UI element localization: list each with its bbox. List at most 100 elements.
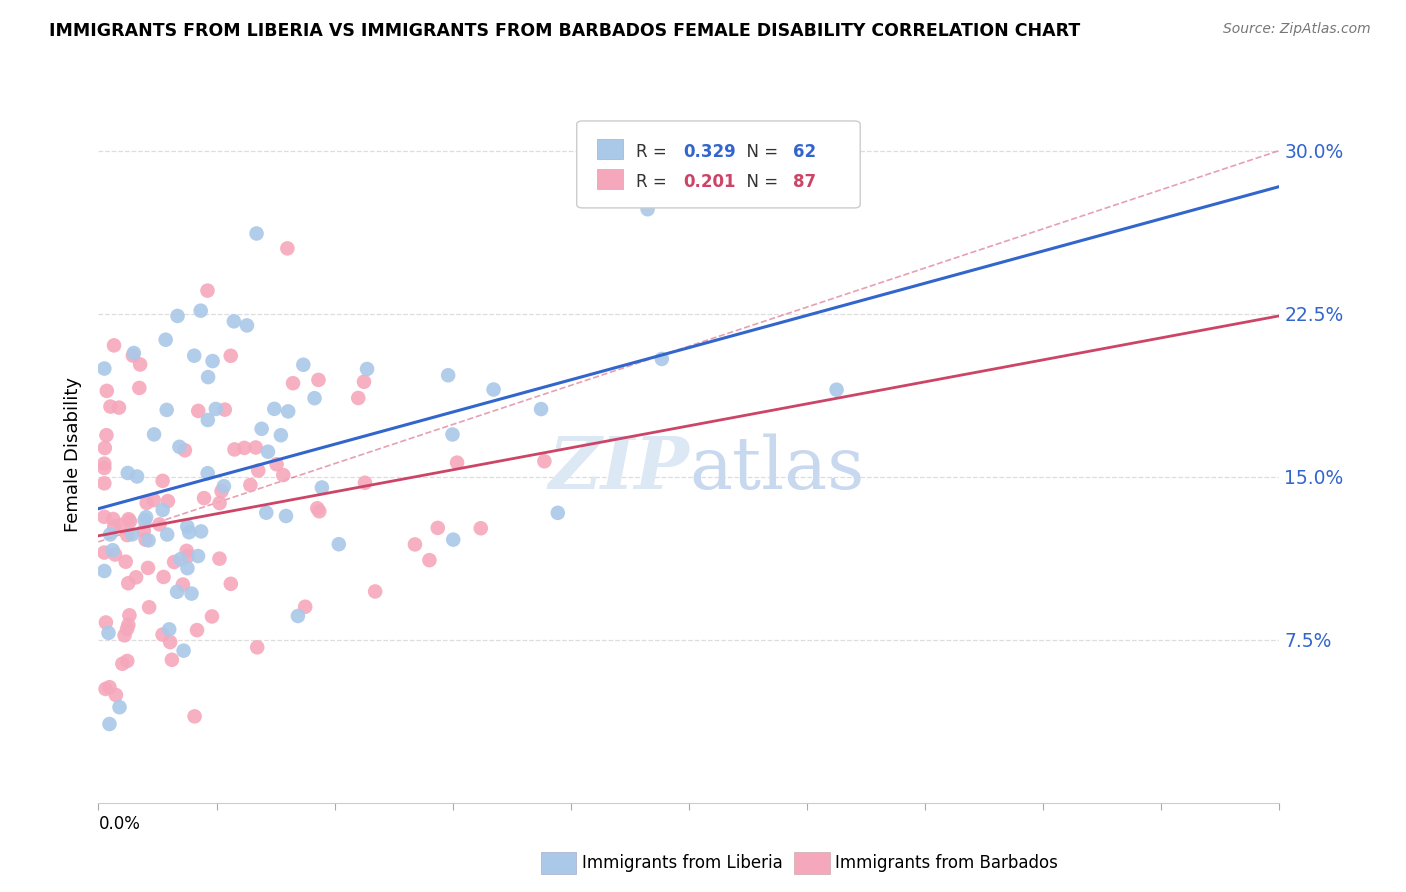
Point (239, 478, 262, 492)
Text: IMMIGRANTS FROM LIBERIA VS IMMIGRANTS FROM BARBADOS FEMALE DISABILITY CORRELATIO: IMMIGRANTS FROM LIBERIA VS IMMIGRANTS FR… (49, 22, 1080, 40)
Point (187, 549, 209, 563)
Point (163, 555, 186, 569)
Text: R =: R = (636, 144, 672, 161)
Point (271, 468, 294, 483)
Point (98, 717, 121, 731)
Point (204, 401, 226, 416)
Point (136, 561, 159, 575)
Point (307, 501, 329, 516)
Point (122, 349, 145, 363)
Point (197, 467, 219, 481)
Point (276, 241, 298, 255)
Point (97, 626, 120, 640)
Point (183, 349, 205, 363)
Point (263, 401, 285, 416)
Point (117, 466, 139, 480)
Point (311, 481, 333, 495)
Point (117, 528, 139, 542)
Point (183, 709, 205, 723)
Point (281, 376, 304, 391)
Point (157, 623, 180, 637)
Point (292, 358, 315, 372)
Point (208, 496, 231, 510)
Point (94, 615, 117, 630)
Point (250, 422, 273, 436)
Point (219, 349, 242, 363)
Point (190, 303, 212, 318)
Point (441, 533, 464, 547)
Point (93, 361, 115, 376)
Point (117, 576, 139, 591)
Point (129, 358, 152, 372)
Point (125, 570, 148, 584)
Point (135, 496, 157, 510)
Point (117, 512, 139, 526)
Point (108, 700, 131, 714)
Point (186, 623, 208, 637)
Point (122, 346, 145, 360)
Point (93, 545, 115, 559)
Point (354, 475, 377, 490)
Point (134, 513, 156, 527)
Point (270, 428, 292, 442)
Point (404, 537, 426, 551)
Point (353, 375, 375, 389)
Point (197, 413, 219, 427)
Point (156, 527, 179, 541)
Point (103, 519, 125, 533)
Y-axis label: Female Disability: Female Disability (65, 377, 83, 533)
FancyBboxPatch shape (576, 121, 860, 208)
Point (176, 561, 198, 575)
Point (219, 577, 242, 591)
Point (94, 681, 117, 696)
Point (637, 202, 659, 217)
Point (103, 338, 125, 352)
Point (101, 543, 124, 558)
Point (93, 476, 115, 491)
Text: 0.201: 0.201 (683, 173, 735, 191)
FancyBboxPatch shape (596, 169, 623, 189)
Point (187, 404, 209, 418)
Point (93, 457, 115, 471)
Point (125, 469, 148, 483)
Point (118, 514, 141, 528)
Point (172, 577, 194, 591)
Point (169, 552, 191, 566)
Point (233, 441, 256, 455)
Point (152, 474, 174, 488)
Point (138, 600, 160, 615)
Point (446, 456, 468, 470)
Point (179, 525, 201, 540)
Point (530, 402, 553, 417)
Point (100, 400, 122, 414)
Point (294, 599, 316, 614)
Point (173, 643, 195, 657)
Point (176, 519, 198, 533)
Point (117, 654, 139, 668)
Point (176, 544, 198, 558)
Point (533, 454, 555, 468)
Point (257, 444, 280, 458)
Point (266, 457, 288, 471)
Point (121, 527, 143, 541)
Point (96, 384, 118, 398)
Point (193, 491, 215, 505)
Point (159, 635, 181, 649)
Point (208, 551, 231, 566)
Text: N =: N = (737, 144, 783, 161)
Point (104, 688, 127, 702)
Point (115, 622, 138, 636)
Point (236, 318, 259, 333)
Point (173, 443, 195, 458)
Point (111, 657, 134, 671)
Point (135, 510, 157, 524)
Point (143, 427, 166, 442)
Point (304, 391, 326, 405)
Point (108, 401, 131, 415)
Point (156, 403, 179, 417)
Text: Immigrants from Liberia: Immigrants from Liberia (582, 855, 783, 872)
Point (114, 628, 136, 642)
Point (117, 618, 139, 632)
Point (426, 521, 449, 535)
Point (277, 404, 299, 418)
